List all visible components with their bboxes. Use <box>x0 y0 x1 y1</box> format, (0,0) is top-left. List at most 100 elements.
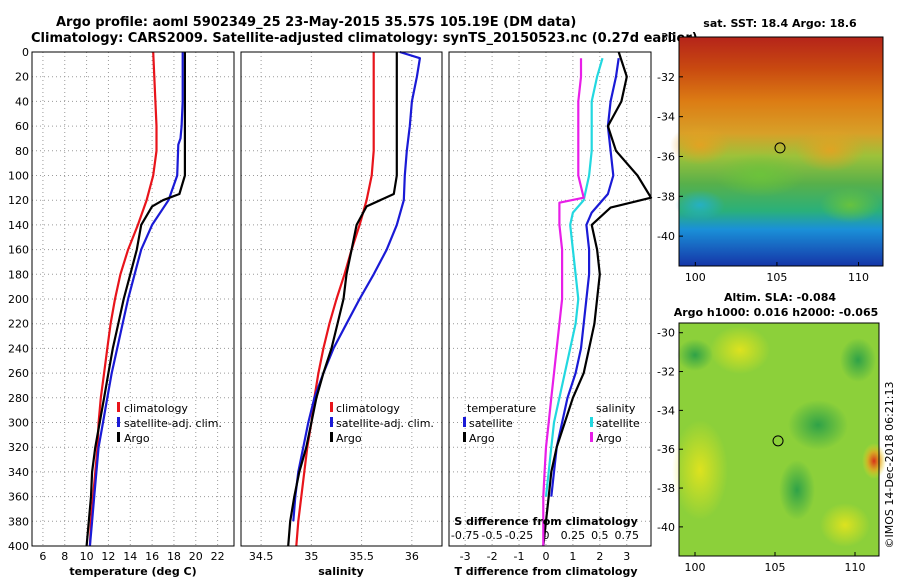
temperature-legend: climatology satellite-adj. clim. Argo <box>117 402 222 445</box>
x-tick-label: -1 <box>514 550 525 563</box>
salinity-profiles <box>287 50 421 547</box>
series-line-climatology <box>295 52 375 547</box>
depth-tick-label: 320 <box>8 441 29 454</box>
sla-map-subtitle: Argo h1000: 0.016 h2000: -0.065 <box>674 306 879 319</box>
salinity-legend: climatology satellite-adj. clim. Argo <box>330 402 434 445</box>
sla-field <box>672 323 886 556</box>
depth-tick-label: 200 <box>8 293 29 306</box>
sst-warm-patch <box>670 125 730 165</box>
x-tick-label: 14 <box>123 550 137 563</box>
temperature-grid <box>32 51 234 547</box>
legend-swatch-satellite <box>117 417 120 427</box>
difference-axes-frame <box>448 51 652 547</box>
sla-yellow-patch <box>820 503 870 547</box>
temperature-xlabel: temperature (deg C) <box>69 565 196 578</box>
sla-high-patch <box>862 443 886 479</box>
depth-tick-label: 260 <box>8 367 29 380</box>
s-diff-tick-label: -0.25 <box>505 529 533 542</box>
map-lat-label: -30 <box>657 31 675 44</box>
series-line-temperature-argo <box>542 51 653 547</box>
map-lat-label: -34 <box>657 111 675 124</box>
depth-tick-label: 300 <box>8 417 29 430</box>
legend-title-salinity: salinity <box>596 402 636 415</box>
series-line-salinity-argo <box>542 58 585 546</box>
depth-tick-label: 360 <box>8 491 29 504</box>
legend-label-satellite: satellite-adj. clim. <box>336 417 434 430</box>
sst-green-patch <box>715 153 805 197</box>
x-tick-label: 8 <box>61 550 68 563</box>
depth-tick-label: 60 <box>15 120 29 133</box>
x-tick-label: 36 <box>405 550 419 563</box>
x-tick-label: 6 <box>39 550 46 563</box>
sst-map-frame <box>678 36 884 267</box>
sla-yellow-patch <box>672 420 728 520</box>
legend-label-salinity-argo: Argo <box>596 432 622 445</box>
sla-map-panel: Altim. SLA: -0.084 Argo h1000: 0.016 h20… <box>657 291 896 574</box>
s-diff-tick-label: 0 <box>542 529 549 542</box>
map-lat-label: -40 <box>657 521 675 534</box>
x-tick-label: 16 <box>145 550 159 563</box>
map-lon-label: 110 <box>845 561 866 574</box>
legend-swatch-salinity-satellite <box>590 417 593 427</box>
depth-tick-label: 40 <box>15 95 29 108</box>
depth-tick-label: 280 <box>8 392 29 405</box>
t-difference-xlabel: T difference from climatology <box>454 565 637 578</box>
sla-map-ticks: 100 105 110 -30 -32 -34 -36 -38 -40 <box>657 327 865 574</box>
depth-tick-label: 220 <box>8 318 29 331</box>
sst-map-ticks: 100 105 110 -30 -32 -34 -36 -38 -40 <box>657 31 869 284</box>
temperature-tick-labels: 6 8 10 12 14 16 18 20 22 <box>39 550 224 563</box>
title-line-2: Climatology: CARS2009. Satellite-adjuste… <box>31 31 698 46</box>
map-lat-label: -30 <box>657 327 675 340</box>
depth-tick-label: 380 <box>8 515 29 528</box>
sst-map-title: sat. SST: 18.4 Argo: 18.6 <box>703 17 857 30</box>
difference-panel: -3 -2 -1 0 1 2 3 -0.75 -0.5 -0.25 0 0.25 0.5 0.75 S … <box>448 51 653 578</box>
depth-tick-label: 400 <box>8 540 29 553</box>
map-lat-label: -40 <box>657 230 675 243</box>
temperature-axes-frame <box>31 51 235 547</box>
depth-tick-labels: 0 20 40 60 80 100 120 140 160 180 200 220 240 260 280 3… <box>8 46 29 553</box>
x-tick-label: 20 <box>189 550 203 563</box>
legend-swatch-salinity-argo <box>590 432 593 442</box>
map-lat-label: -34 <box>657 404 675 417</box>
sla-dark-patch <box>788 400 848 450</box>
x-tick-label: 34.5 <box>249 550 274 563</box>
argo-location-marker <box>772 435 784 447</box>
legend-swatch-climatology <box>330 402 333 412</box>
temperature-profiles <box>85 51 186 547</box>
sst-field <box>670 37 883 266</box>
salinity-tick-labels: 34.5 35 35.5 36 <box>249 550 419 563</box>
depth-tick-label: 240 <box>8 342 29 355</box>
map-lat-label: -32 <box>657 71 675 84</box>
x-tick-label: 1 <box>569 550 576 563</box>
difference-legend: temperature satellite Argo salinity sate… <box>463 402 640 445</box>
sla-dark-patch <box>840 338 876 382</box>
s-diff-tick-label: -0.75 <box>451 529 479 542</box>
map-lat-label: -36 <box>657 150 675 163</box>
s-difference-xlabel: S difference from climatology <box>454 515 638 528</box>
salinity-xlabel: salinity <box>318 565 364 578</box>
map-lat-label: -38 <box>657 190 675 203</box>
x-tick-label: 22 <box>211 550 225 563</box>
depth-tick-label: 160 <box>8 244 29 257</box>
legend-label-temperature-satellite: satellite <box>469 417 513 430</box>
x-tick-label: 0 <box>542 550 549 563</box>
x-tick-label: 18 <box>167 550 181 563</box>
x-tick-label: 3 <box>623 550 630 563</box>
depth-tick-label: 80 <box>15 145 29 158</box>
legend-swatch-temperature-argo <box>463 432 466 442</box>
x-tick-label: -3 <box>460 550 471 563</box>
legend-swatch-temperature-satellite <box>463 417 466 427</box>
legend-label-salinity-satellite: satellite <box>596 417 640 430</box>
x-tick-label: 12 <box>101 550 115 563</box>
legend-label-satellite: satellite-adj. clim. <box>124 417 222 430</box>
sst-green-patch <box>820 187 880 223</box>
legend-label-argo: Argo <box>124 432 150 445</box>
s-diff-tick-label: 0.75 <box>615 529 640 542</box>
s-diff-tick-label: 0.5 <box>591 529 609 542</box>
series-line-argo <box>287 52 398 547</box>
difference-profiles <box>542 51 653 547</box>
depth-tick-label: 140 <box>8 219 29 232</box>
x-tick-label: 35.5 <box>349 550 374 563</box>
map-lon-label: 100 <box>685 271 706 284</box>
